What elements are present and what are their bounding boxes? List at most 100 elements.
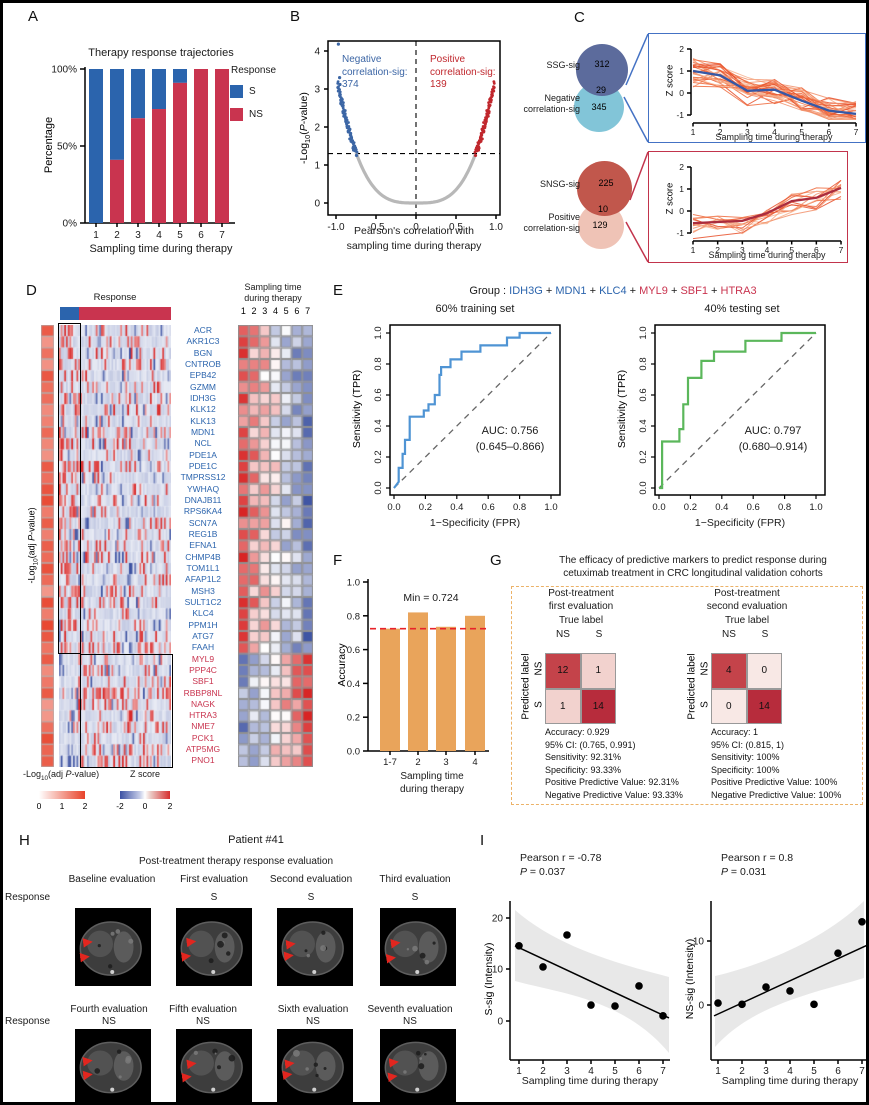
legend-p-ticks: 0 1 2: [29, 801, 95, 811]
time-tick: 3: [745, 127, 750, 137]
cm1-cell-0-1: 1: [580, 653, 616, 689]
tpr-tick: 0.8: [373, 357, 384, 370]
legend-tick: 0: [142, 801, 148, 811]
x-axis-label-top-lines: Sampling time during therapy: [715, 132, 833, 142]
x-axis-label-sampling-time: Sampling time during therapy: [89, 243, 233, 255]
eval-title-third: Third evaluation: [379, 874, 451, 885]
column-number: 7: [305, 306, 311, 316]
venn-label-negative-correlation: Negative correlation-sig: [523, 93, 580, 114]
venn-overlap-snsg: 10: [597, 204, 608, 214]
intensity-tick: 10: [693, 937, 705, 948]
eval-response-fifth: NS: [196, 1016, 210, 1027]
y-tick: 3: [314, 85, 320, 96]
z-tick: -1: [676, 110, 684, 120]
panel-letter-g: G: [490, 552, 502, 569]
y-tick: 50%: [57, 142, 77, 153]
legend-z-ticks: -2 0 2: [110, 801, 180, 811]
eval-title-fourth: Fourth evaluation: [70, 1004, 148, 1015]
column-number: 3: [262, 306, 268, 316]
acc-tick: 0.6: [347, 645, 360, 656]
gene-label: EFNA1: [189, 540, 217, 551]
intensity-tick: 10: [492, 965, 504, 976]
panel-letter-c: C: [574, 9, 585, 26]
x-tick: 1: [93, 230, 99, 241]
gene-label: KLK12: [190, 404, 216, 415]
legend-tick: 2: [82, 801, 88, 811]
z-tick: 0: [679, 88, 684, 98]
chart-title-trajectories: Therapy response trajectories: [88, 47, 234, 59]
venn-value-snsg: 225: [598, 178, 614, 188]
gene-label: ATP5MG: [185, 744, 221, 755]
legend-tick: 1: [59, 801, 65, 811]
response-annotation-bar: [60, 307, 171, 320]
acc-tick: 1.0: [347, 578, 360, 589]
eval-response-seventh: NS: [403, 1016, 417, 1027]
x-axis-label-bottom-lines: Sampling time during therapy: [708, 250, 826, 260]
panel-letter-i: I: [480, 832, 485, 849]
time-tick: 6: [826, 127, 831, 137]
mri-image: [380, 1029, 456, 1102]
heatmap-highlight-box-ns: [80, 654, 173, 768]
panel-letter-f: F: [333, 552, 343, 569]
acc-tick: 0.0: [347, 747, 360, 758]
confusion1-row-s: S: [533, 701, 545, 708]
gene-label: NAGK: [190, 698, 216, 709]
gene-label: DNAJB11: [184, 494, 222, 505]
pearson-annotation-left-p: P = 0.037: [520, 866, 566, 878]
gene-label: YWHAQ: [186, 483, 220, 494]
x-tick: 6: [198, 230, 204, 241]
gene-label: KLC4: [192, 608, 214, 619]
confusion1-stats: Accuracy: 0.929 95% CI: (0.765, 0.991) S…: [545, 727, 683, 800]
gene-label: AKR1C3: [186, 336, 220, 347]
gene-label: KLK13: [190, 415, 216, 426]
gene-label: PPP4C: [189, 664, 217, 675]
roc-training-ylabel: Sensitivity (TPR): [351, 369, 363, 449]
gene-label: IDH3G: [190, 392, 216, 403]
heatmap-y-axis-label: -Log10(adj P-value): [26, 507, 40, 584]
x-tick: -0.5: [367, 222, 385, 233]
x-tick: 0: [413, 222, 419, 233]
negative-correlation-annotation: Negative correlation-sig: 374: [342, 54, 408, 90]
group-gene: KLC4: [599, 285, 627, 297]
confusion-matrix-second: 4 0 0 14: [711, 653, 782, 724]
gene-label: PDE1A: [189, 449, 217, 460]
heatmap-highlight-box-s: [58, 323, 81, 654]
time-tick: 6: [636, 1066, 642, 1077]
ns-sig-xlabel: Sampling time during therapy: [721, 1075, 859, 1087]
y-tick: 4: [314, 47, 320, 58]
cm2-cell-1-0: 0: [711, 688, 747, 724]
tpr-tick: 1.0: [638, 326, 649, 339]
gene-label: PCK1: [191, 732, 215, 743]
eval-title-seventh: Seventh evaluation: [367, 1004, 453, 1015]
tpr-tick: 0.2: [373, 450, 384, 463]
tpr-tick: 0.0: [373, 481, 384, 494]
time-tick: 1: [516, 1066, 522, 1077]
legend-label-s: S: [249, 86, 256, 97]
gene-label: PNO1: [191, 755, 215, 766]
gene-label: MYL9: [191, 653, 215, 664]
patient-subtitle: Post-treatment therapy response evaluati…: [139, 856, 333, 867]
z-tick: 2: [679, 44, 684, 54]
panel-letter-a: A: [28, 8, 39, 25]
accuracy-min-label: Min = 0.724: [403, 592, 459, 604]
acc-tick: 0.2: [347, 713, 360, 724]
legend-z-gradient: [120, 791, 170, 799]
panel-letter-d: D: [26, 282, 37, 299]
confusion2-col-ns: NS: [722, 629, 736, 640]
eval-title-baseline: Baseline evaluation: [68, 874, 156, 885]
gene-label: ACR: [194, 325, 212, 335]
cm2-cell-1-1: 14: [746, 688, 782, 724]
gene-label: CHMP4B: [185, 551, 221, 562]
mri-image: [277, 908, 353, 986]
venn-overlap-ssg: 29: [595, 85, 606, 95]
eval-response-fourth: NS: [102, 1016, 116, 1027]
gene-label: BGN: [193, 347, 213, 358]
acc-x-tick: 1-7: [383, 757, 397, 768]
fpr-tick: 0.0: [652, 502, 665, 513]
venn-label-positive-correlation: Positive correlation-sig: [523, 212, 580, 233]
tpr-tick: 0.0: [638, 481, 649, 494]
s-sig-ylabel: S-sig (Intensity): [483, 942, 495, 1016]
validation-cohort-title: The efficacy of predictive markers to pr…: [559, 555, 827, 579]
fpr-tick: 0.2: [684, 502, 697, 513]
fpr-tick: 0.0: [387, 502, 400, 513]
